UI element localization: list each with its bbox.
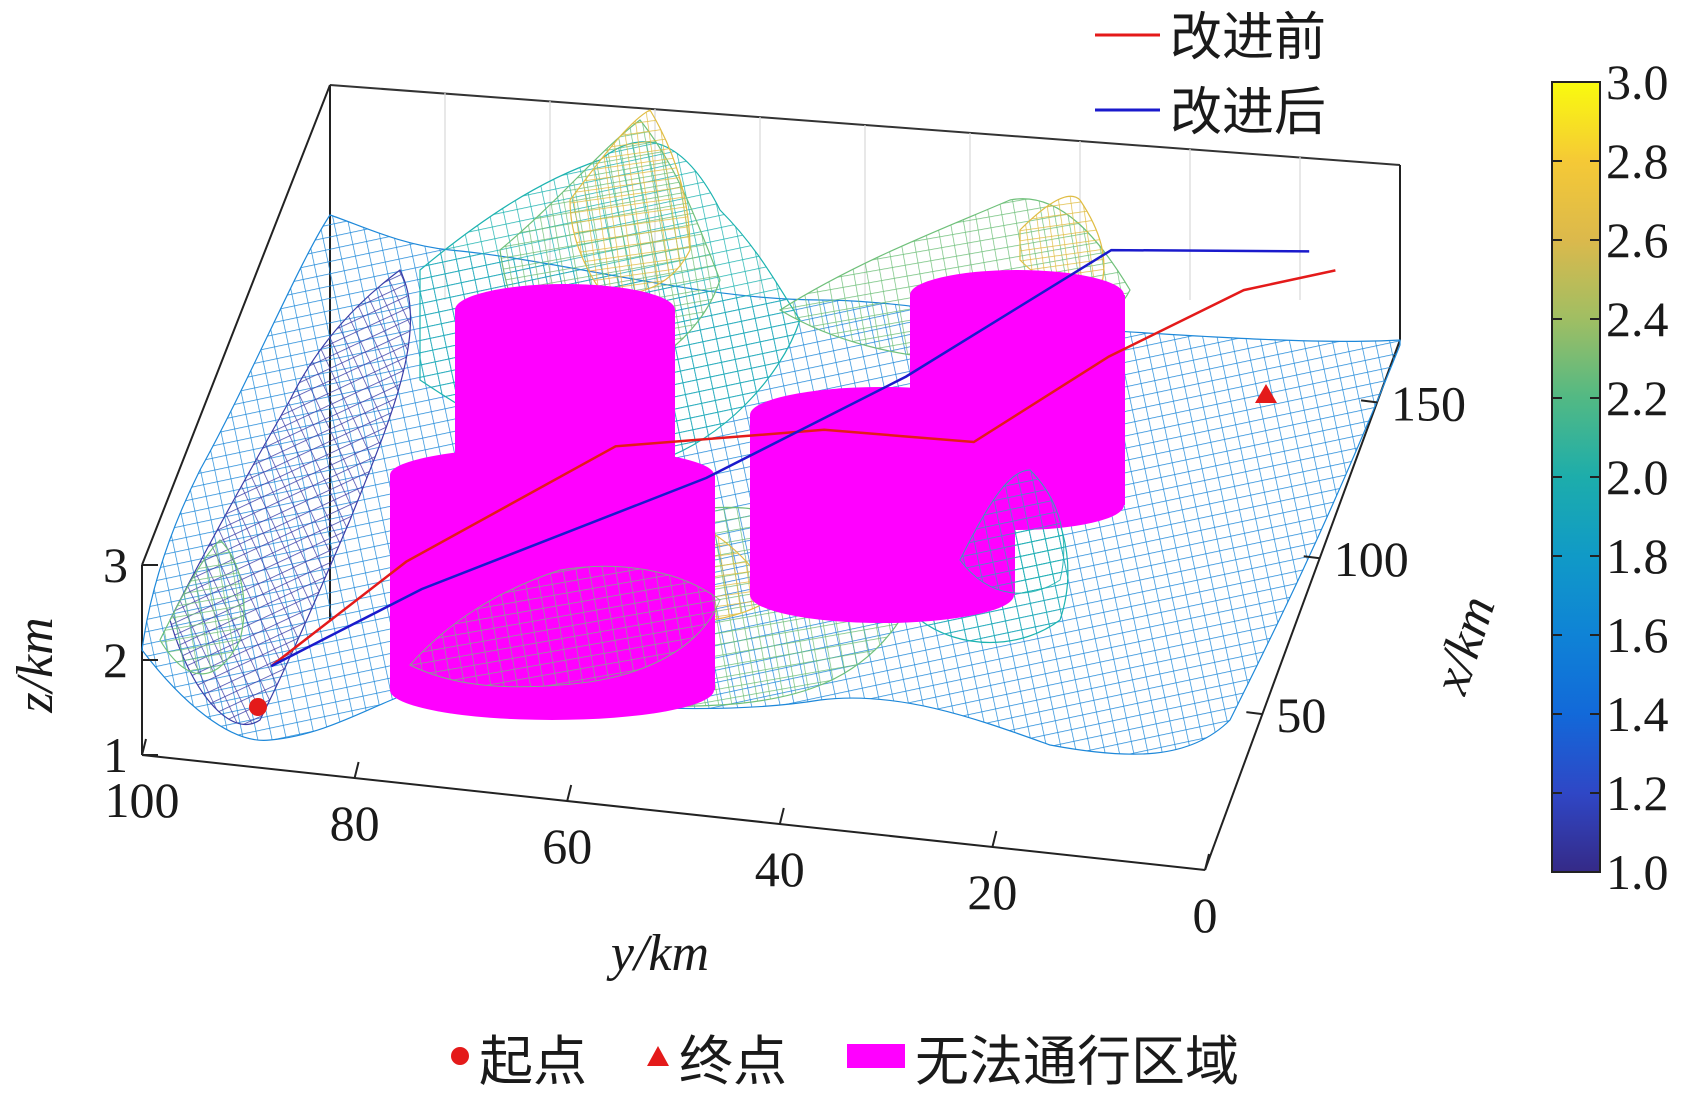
legend-obstacle-label: 无法通行区域 xyxy=(915,1029,1239,1093)
y-axis-label: y/km xyxy=(606,925,709,982)
colorbar-tick-label: 1.6 xyxy=(1606,607,1669,663)
colorbar-tick-label: 3.0 xyxy=(1606,54,1669,110)
legend: 改进前 改进后 xyxy=(1095,8,1326,143)
legend-obstacle: 无法通行区域 xyxy=(847,1017,1239,1096)
y-tick-label: 40 xyxy=(755,841,805,897)
colorbar-tick-label: 1.4 xyxy=(1606,686,1669,742)
paths xyxy=(270,248,1336,668)
obstacle-cylinder-4 xyxy=(910,270,1125,530)
y-tick-label: 60 xyxy=(542,818,592,874)
z-tick-label: 3 xyxy=(103,537,128,593)
end-triangle-icon xyxy=(647,1046,669,1066)
colorbar-tick-label: 2.8 xyxy=(1606,133,1669,189)
y-tick-label: 0 xyxy=(1193,887,1218,943)
colorbar-tick-label: 1.0 xyxy=(1606,844,1669,900)
y-tick-label: 80 xyxy=(330,795,380,851)
x-tick-mark xyxy=(1246,711,1263,716)
obstacle-swatch-icon xyxy=(847,1044,905,1068)
x-tick-label: 100 xyxy=(1334,531,1409,587)
y-tick-mark xyxy=(566,784,573,802)
z-tick-label: 2 xyxy=(103,632,128,688)
z-axis-ticks: 1 2 3 xyxy=(103,537,158,783)
y-tick-mark xyxy=(778,807,785,825)
bottom-legend: 起点 终点 无法通行区域 xyxy=(0,1020,1690,1093)
colorbar-ticks: 1.0 1.2 1.4 1.6 1.8 2.0 2.2 2.4 2.6 2.8 3.0 xyxy=(1552,54,1669,900)
surface-plot: 1 2 3 100 80 60 40 20 0 50 100 150 z/km y/km x/km… xyxy=(7,8,1669,982)
x-tick-label: 150 xyxy=(1391,375,1466,431)
y-axis-ticks: 100 80 60 40 20 0 xyxy=(105,738,1218,943)
legend-label-after: 改进后 xyxy=(1170,83,1326,143)
terrain-front xyxy=(409,469,1065,688)
y-tick-mark xyxy=(991,830,998,848)
legend-end: 终点 xyxy=(647,1017,787,1096)
colorbar-tick-label: 2.2 xyxy=(1606,370,1669,426)
x-tick-mark xyxy=(1360,399,1378,404)
start-dot-icon xyxy=(451,1047,469,1065)
legend-label-before: 改进前 xyxy=(1170,8,1326,68)
y-tick-mark xyxy=(141,738,147,756)
y-tick-label: 20 xyxy=(967,864,1017,920)
y-tick-label: 100 xyxy=(105,772,180,828)
colorbar: 1.0 1.2 1.4 1.6 1.8 2.0 2.2 2.4 2.6 2.8 3.0 xyxy=(1551,54,1669,900)
z-axis-label: z/km xyxy=(7,617,64,713)
start-marker xyxy=(249,698,267,716)
path-series-before xyxy=(270,269,1336,668)
colorbar-tick-label: 2.0 xyxy=(1606,449,1669,505)
colorbar-tick-label: 2.4 xyxy=(1606,291,1669,347)
y-tick-mark xyxy=(1204,853,1210,871)
x-tick-mark xyxy=(1303,555,1320,560)
colorbar-tick-label: 1.8 xyxy=(1606,528,1669,584)
legend-end-label: 终点 xyxy=(679,1029,787,1093)
x-tick-label: 50 xyxy=(1276,687,1326,743)
x-axis-label: x/km xyxy=(1422,589,1507,701)
colorbar-tick-label: 2.6 xyxy=(1606,212,1669,268)
legend-start: 起点 xyxy=(451,1017,587,1096)
x-axis-ticks: 50 100 150 xyxy=(1246,375,1466,743)
legend-start-label: 起点 xyxy=(479,1029,587,1093)
z-tick-label: 1 xyxy=(103,727,128,783)
colorbar-tick-label: 1.2 xyxy=(1606,765,1669,821)
end-marker xyxy=(1255,384,1277,403)
y-tick-mark xyxy=(353,761,360,779)
path-series-after xyxy=(270,248,1310,668)
